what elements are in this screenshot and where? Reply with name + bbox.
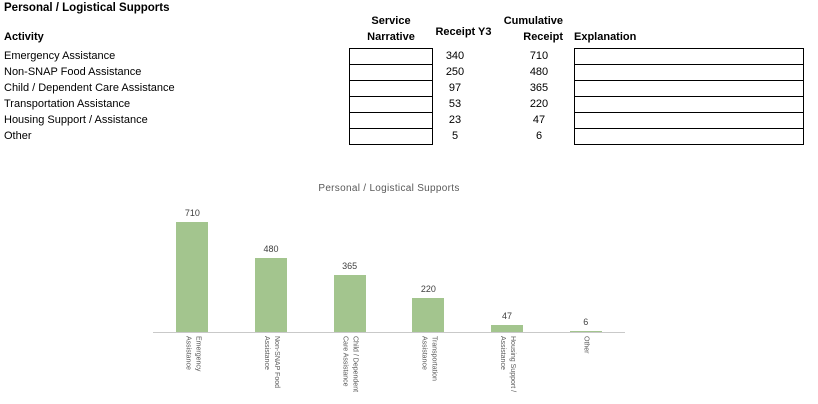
activity-label: Non-SNAP Food Assistance bbox=[4, 66, 142, 78]
receipt-y3-value: 23 bbox=[448, 114, 462, 126]
category-label: Transportation Assistance bbox=[420, 336, 438, 381]
bar-value-label: 220 bbox=[420, 284, 436, 294]
activity-label: Housing Support / Assistance bbox=[4, 114, 148, 126]
chart-title: Personal / Logistical Supports bbox=[318, 183, 460, 194]
header-line-service: Service bbox=[371, 15, 411, 27]
bar-value-label: 6 bbox=[583, 317, 589, 327]
explanation-input-cell[interactable] bbox=[574, 112, 804, 129]
header-line-cumulative: Cumulative bbox=[503, 15, 563, 27]
column-header-service-narrative: Service Narrative bbox=[349, 13, 433, 45]
service-narrative-input-cell[interactable] bbox=[349, 112, 433, 129]
cumulative-receipt-value: 6 bbox=[535, 130, 543, 142]
table-row: Housing Support / Assistance 23 47 bbox=[0, 112, 818, 129]
activity-label: Transportation Assistance bbox=[4, 98, 131, 110]
category-label: Housing Support / Assistance bbox=[499, 336, 517, 393]
bar-slot: 365 bbox=[310, 222, 389, 332]
header-line-narrative: Narrative bbox=[367, 31, 415, 43]
activity-label: Child / Dependent Care Assistance bbox=[4, 82, 175, 94]
explanation-input-cell[interactable] bbox=[574, 80, 804, 97]
table-row: Transportation Assistance 53 220 bbox=[0, 96, 818, 113]
table-row: Non-SNAP Food Assistance 250 480 bbox=[0, 64, 818, 81]
service-narrative-input-cell[interactable] bbox=[349, 64, 433, 81]
bar-value-label: 480 bbox=[263, 244, 279, 254]
bar-value-label: 710 bbox=[184, 208, 200, 218]
receipt-y3-value: 250 bbox=[445, 66, 465, 78]
explanation-input-cell[interactable] bbox=[574, 128, 804, 145]
bar bbox=[333, 275, 366, 332]
table-row: Emergency Assistance 340 710 bbox=[0, 48, 818, 65]
chart-category-axis: Emergency Assistance Non-SNAP Food Assist… bbox=[153, 336, 625, 404]
cumulative-receipt-value: 710 bbox=[529, 50, 549, 62]
activity-label: Other bbox=[4, 130, 32, 142]
cumulative-receipt-value: 220 bbox=[529, 98, 549, 110]
bar-slot: 710 bbox=[153, 208, 232, 332]
header-line-receipt: Receipt bbox=[523, 31, 563, 43]
column-header-explanation: Explanation bbox=[574, 31, 637, 43]
category-label: Child / Dependent Care Assistance bbox=[341, 336, 359, 393]
column-header-activity: Activity bbox=[4, 31, 44, 43]
page-title: Personal / Logistical Supports bbox=[4, 2, 170, 14]
receipt-y3-value: 5 bbox=[451, 130, 459, 142]
bar-value-label: 365 bbox=[342, 261, 358, 271]
service-narrative-input-cell[interactable] bbox=[349, 48, 433, 65]
receipt-y3-value: 53 bbox=[448, 98, 462, 110]
explanation-input-cell[interactable] bbox=[574, 64, 804, 81]
column-header-cumulative-receipt: Cumulative Receipt bbox=[495, 13, 563, 45]
service-narrative-input-cell[interactable] bbox=[349, 96, 433, 113]
table-row: Other 5 6 bbox=[0, 128, 818, 145]
chart-plot-area: 710 480 365 220 47 6 bbox=[153, 208, 625, 332]
bar-value-label: 47 bbox=[502, 311, 513, 321]
category-label: Non-SNAP Food Assistance bbox=[263, 336, 280, 389]
cumulative-receipt-value: 480 bbox=[529, 66, 549, 78]
bar bbox=[569, 331, 602, 332]
bar-slot: 220 bbox=[389, 222, 468, 332]
bar-slot: 47 bbox=[468, 222, 547, 332]
cumulative-receipt-value: 365 bbox=[529, 82, 549, 94]
explanation-input-cell[interactable] bbox=[574, 96, 804, 113]
bar bbox=[412, 298, 445, 332]
bar-slot: 6 bbox=[546, 222, 625, 332]
receipt-y3-value: 97 bbox=[448, 82, 462, 94]
receipt-y3-value: 340 bbox=[445, 50, 465, 62]
bar bbox=[491, 325, 524, 332]
activity-label: Emergency Assistance bbox=[4, 50, 116, 62]
x-axis-line bbox=[153, 332, 625, 333]
bar-chart[interactable]: Personal / Logistical Supports 710 480 365… bbox=[140, 178, 640, 404]
bar-slot: 480 bbox=[232, 222, 311, 332]
table-row: Child / Dependent Care Assistance 97 365 bbox=[0, 80, 818, 97]
category-label: Other bbox=[582, 336, 590, 354]
bar bbox=[176, 222, 209, 332]
service-narrative-input-cell[interactable] bbox=[349, 128, 433, 145]
column-header-receipt-y3: Receipt Y3 bbox=[435, 26, 492, 38]
explanation-input-cell[interactable] bbox=[574, 48, 804, 65]
cumulative-receipt-value: 47 bbox=[532, 114, 546, 126]
service-narrative-input-cell[interactable] bbox=[349, 80, 433, 97]
category-label: Emergency Assistance bbox=[184, 336, 202, 372]
bar bbox=[255, 258, 287, 332]
